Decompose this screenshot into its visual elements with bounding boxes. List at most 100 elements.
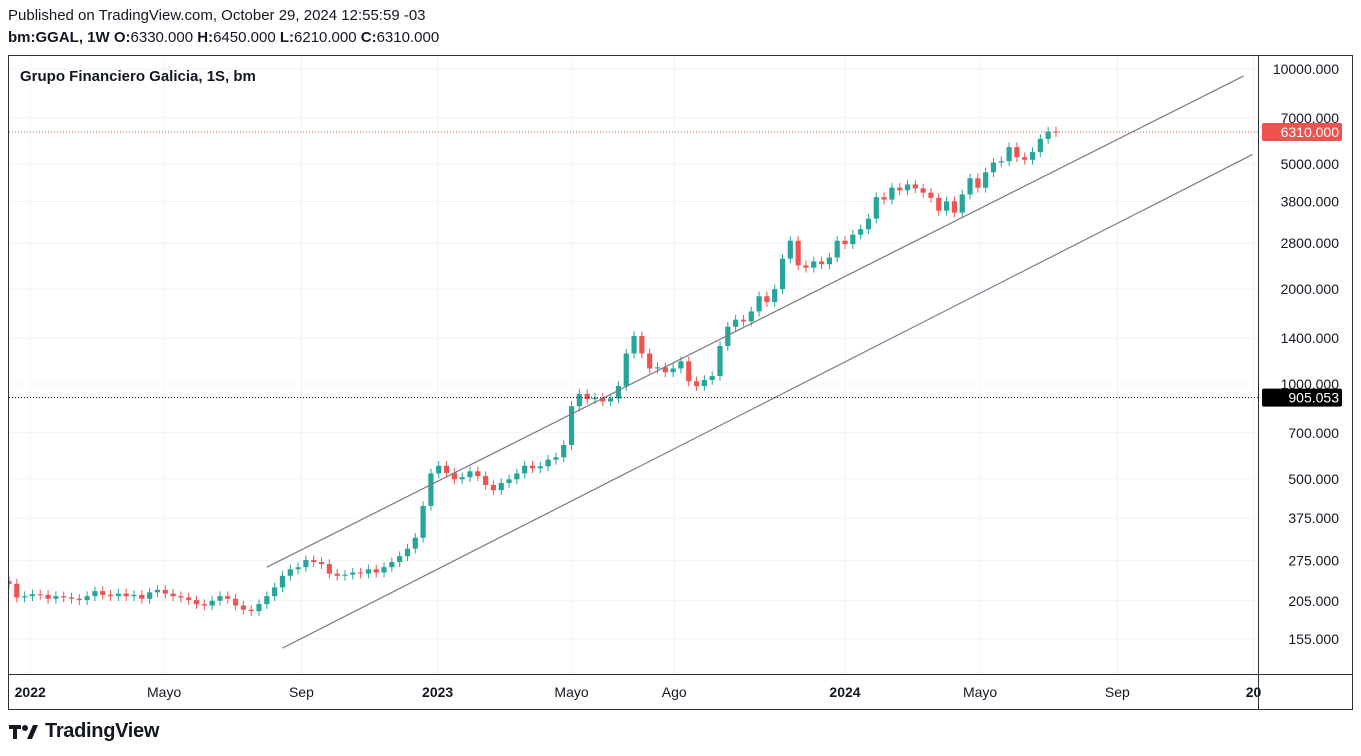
- candle-body: [631, 336, 637, 354]
- candle-body: [443, 465, 450, 473]
- candle-body: [115, 593, 121, 597]
- candle-body: [53, 596, 59, 599]
- price-badge-last: [1262, 123, 1342, 142]
- y-tick-label: 375.000: [1288, 510, 1339, 526]
- candle-body: [779, 258, 786, 290]
- close-label: C:: [360, 29, 377, 46]
- candle-body: [256, 604, 262, 612]
- symbol-label: bm:GGAL, 1W: [8, 29, 110, 46]
- y-tick-label: 155.000: [1288, 631, 1339, 647]
- x-tick-label: Mayo: [963, 684, 997, 700]
- footer-brand[interactable]: TradingView: [9, 720, 159, 743]
- candle-body: [1022, 157, 1028, 160]
- candle-body: [9, 581, 12, 584]
- candle-body: [748, 311, 754, 322]
- candle-body: [764, 296, 770, 303]
- candle-body: [397, 556, 403, 563]
- y-tick-label: 700.000: [1288, 425, 1339, 441]
- candle-body: [14, 583, 20, 598]
- candle-body: [717, 346, 723, 377]
- candle-body: [318, 562, 325, 565]
- candle-body: [506, 479, 512, 483]
- low-value: 6210.000: [294, 29, 357, 46]
- open-label: O:: [113, 29, 131, 46]
- candle-body: [662, 367, 668, 373]
- y-tick-label: 1000.000: [1281, 376, 1340, 392]
- candle-body: [936, 197, 942, 211]
- chart-title: Grupo Financiero Galicia, 1S, bm: [20, 68, 256, 85]
- candle-body: [225, 596, 231, 599]
- open-value: 6330.000: [130, 29, 194, 46]
- candle-body: [272, 587, 278, 597]
- candle-body: [1045, 131, 1051, 139]
- candle-body: [217, 596, 223, 601]
- ohlc-legend: bm:GGAL, 1W O:6330.000 H:6450.000 L:6210…: [8, 29, 439, 46]
- candle-body: [647, 353, 653, 369]
- candle-body: [76, 598, 82, 601]
- candle-body: [1014, 147, 1020, 158]
- candle-body: [615, 386, 622, 399]
- channel-line-lower: [282, 154, 1253, 649]
- price-chart[interactable]: 155.000 205.000 275.000 375.000 500.000 700.0…: [9, 56, 1352, 709]
- brand-name: TradingView: [45, 720, 160, 742]
- candle-body: [29, 594, 36, 597]
- candle-body: [811, 261, 817, 268]
- candle-body: [287, 569, 293, 576]
- price-badge-label-last: 6310.000: [1281, 124, 1340, 140]
- candle-body: [600, 397, 606, 402]
- candle-body: [139, 594, 145, 599]
- candle-body: [693, 381, 700, 387]
- candle-body: [772, 289, 778, 303]
- candle-body: [232, 598, 239, 606]
- x-tick-label: 2022: [15, 684, 46, 700]
- y-tick-label: 2000.000: [1281, 281, 1340, 297]
- candle-body: [92, 591, 98, 597]
- candle-body: [858, 229, 864, 235]
- candle-body: [897, 187, 903, 191]
- candle-body: [389, 562, 395, 568]
- candle-body: [1037, 138, 1043, 153]
- candle-body: [22, 596, 28, 598]
- candle-body: [178, 596, 184, 598]
- y-tick-label: 10000.000: [1273, 61, 1339, 77]
- candle-body: [943, 201, 950, 211]
- x-tick-label: Mayo: [147, 684, 181, 700]
- candle-body: [584, 393, 590, 400]
- candle-body: [639, 336, 645, 354]
- candle-body: [193, 600, 200, 605]
- candle-body: [803, 265, 809, 268]
- candle-body: [147, 592, 153, 599]
- candle-body: [529, 465, 536, 469]
- candle-body: [404, 548, 411, 557]
- candle-body: [279, 575, 286, 588]
- candle-body: [373, 569, 379, 573]
- candle-body: [381, 567, 387, 573]
- candle-body: [959, 194, 965, 213]
- candle-body: [537, 466, 543, 469]
- low-label: L:: [279, 29, 295, 46]
- candle-body: [904, 184, 911, 191]
- candle-body: [709, 376, 715, 380]
- candle-body: [568, 406, 575, 446]
- candle-body: [983, 172, 989, 188]
- candle-body: [678, 361, 684, 369]
- candle-body: [654, 367, 661, 369]
- candle-body: [467, 471, 473, 478]
- candle-body: [842, 240, 848, 245]
- candle-body: [670, 368, 676, 373]
- candle-body: [912, 184, 918, 189]
- candle-body: [1029, 152, 1036, 160]
- candle-body: [350, 572, 356, 575]
- chart-frame[interactable]: 155.000 205.000 275.000 375.000 500.000 700.0…: [8, 55, 1353, 710]
- candle-body: [686, 361, 692, 382]
- candle-body: [170, 593, 176, 597]
- y-tick-label: 500.000: [1288, 471, 1339, 487]
- tradingview-logo-icon: [9, 724, 38, 739]
- candle-body: [514, 473, 520, 480]
- close-value: 6310.000: [376, 29, 440, 46]
- price-badge-label-marker: 905.053: [1288, 390, 1339, 406]
- candle-body: [592, 397, 598, 400]
- candle-body: [545, 459, 551, 467]
- candle-body: [436, 465, 442, 474]
- candle-body: [334, 573, 340, 576]
